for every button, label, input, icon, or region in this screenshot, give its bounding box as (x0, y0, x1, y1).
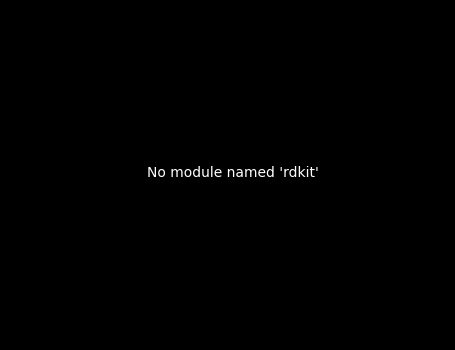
Text: No module named 'rdkit': No module named 'rdkit' (147, 166, 319, 180)
